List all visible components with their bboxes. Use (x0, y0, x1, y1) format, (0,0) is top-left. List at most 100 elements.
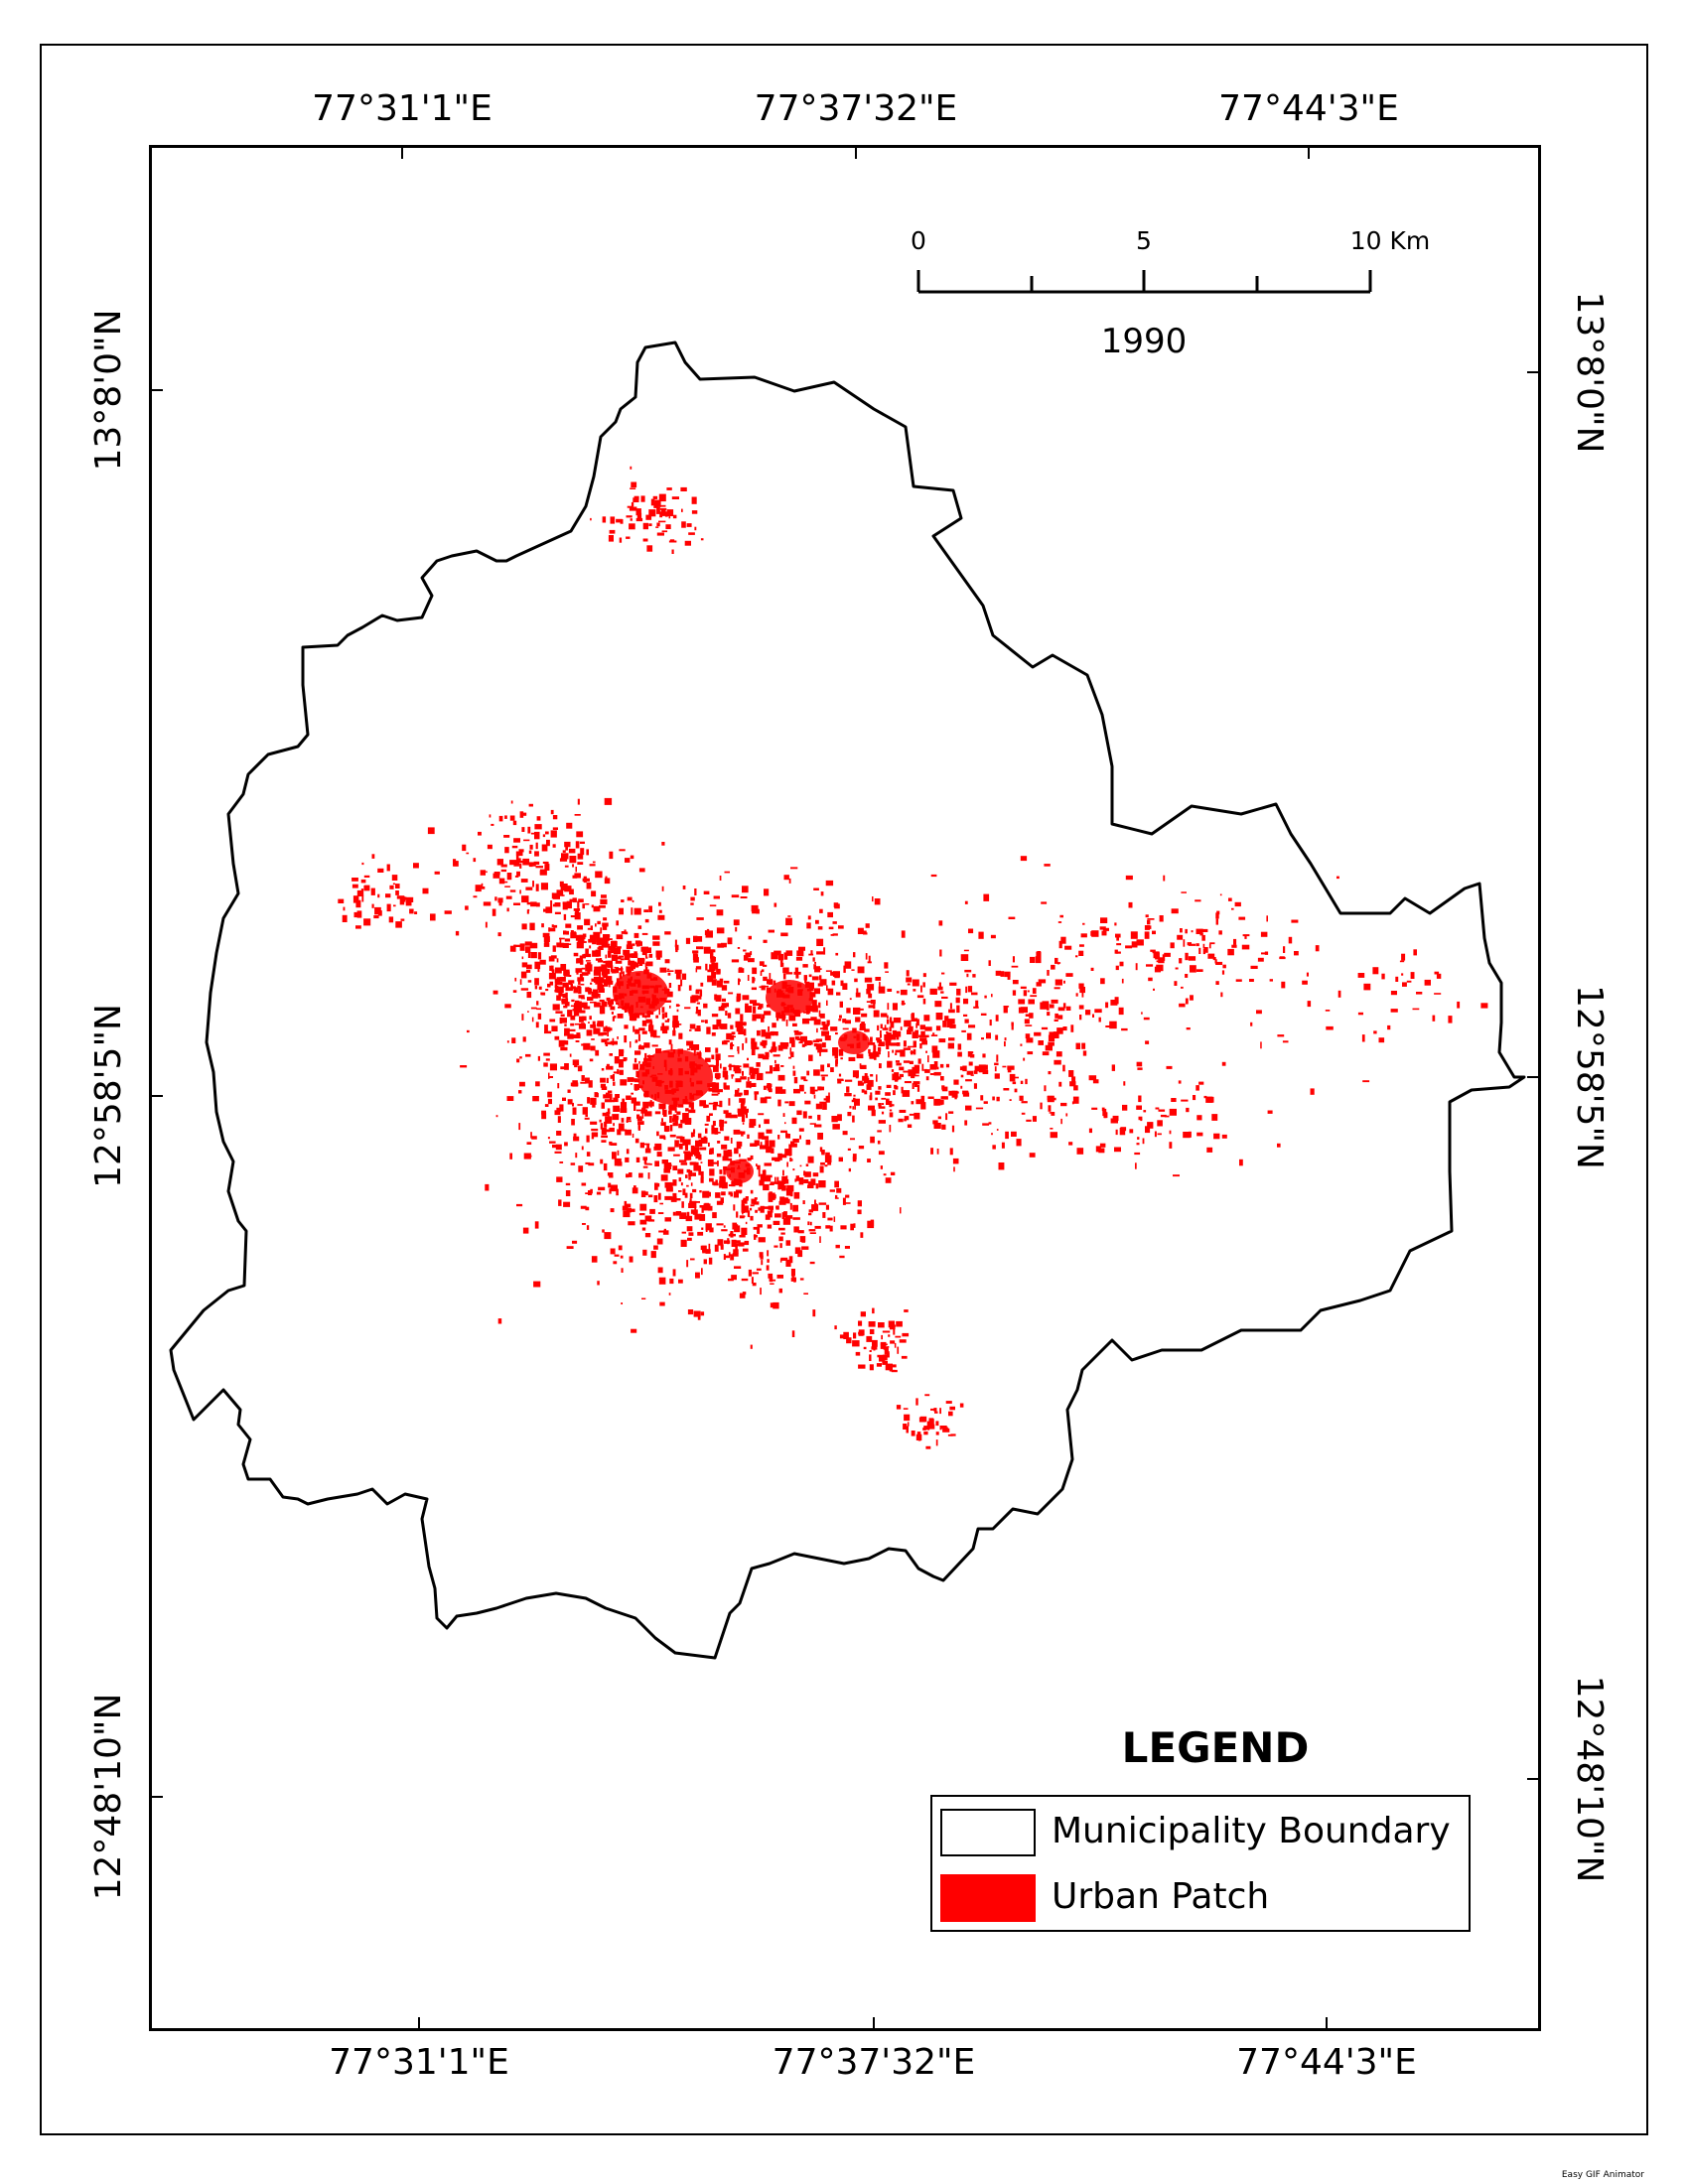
urban-patch (1054, 1059, 1061, 1065)
urban-patch (756, 908, 760, 914)
urban-patch (526, 964, 532, 970)
graticule-ticks (149, 145, 1541, 2031)
urban-patch (554, 911, 561, 914)
urban-patch (1101, 930, 1107, 936)
urban-patch (591, 890, 597, 897)
urban-patch (566, 1246, 574, 1249)
urban-patch (620, 1102, 628, 1109)
urban-patch (816, 1027, 818, 1033)
urban-patch (600, 1159, 604, 1164)
urban-patch (695, 966, 702, 970)
urban-patch (506, 873, 512, 881)
urban-patch (773, 1067, 780, 1072)
urban-patch (1336, 876, 1339, 880)
urban-patch (773, 1220, 780, 1225)
urban-patch (631, 1097, 636, 1104)
urban-patch (740, 1131, 746, 1135)
urban-patch (539, 959, 546, 965)
urban-patch (889, 1100, 893, 1108)
urban-patch (1103, 1111, 1107, 1119)
urban-patch (1138, 1095, 1142, 1103)
urban-patch (709, 1227, 714, 1233)
urban-patch (806, 1040, 812, 1045)
urban-patch (584, 918, 591, 926)
urban-patch (994, 1073, 1000, 1079)
urban-patch (901, 930, 906, 938)
urban-patch (866, 1001, 871, 1003)
urban-patch (779, 1041, 783, 1048)
urban-patch (960, 1074, 964, 1078)
urban-patch (717, 1092, 720, 1095)
urban-patch (790, 1159, 793, 1161)
urban-patch (1218, 930, 1222, 935)
urban-patch (643, 1159, 647, 1164)
urban-patch (1185, 952, 1189, 961)
urban-patch (935, 1432, 939, 1435)
urban-patch (1234, 901, 1241, 907)
urban-patch (1288, 936, 1293, 944)
urban-patch (720, 1119, 722, 1127)
urban-patch (969, 1052, 973, 1056)
urban-patch (572, 1107, 577, 1115)
urban-patch (356, 889, 364, 896)
urban-patch (560, 988, 563, 992)
urban-patch (1026, 1119, 1032, 1122)
urban-patch (1306, 972, 1309, 977)
urban-patch (566, 822, 573, 829)
urban-patch (771, 1030, 775, 1036)
urban-patch (852, 1106, 855, 1110)
urban-patch (675, 950, 678, 953)
urban-patch (1121, 978, 1124, 984)
urban-patch (883, 1346, 888, 1350)
urban-patch (858, 1364, 866, 1369)
urban-patch (814, 1089, 818, 1092)
urban-patch (877, 1130, 882, 1133)
urban-patch (1163, 875, 1166, 882)
urban-patch (1390, 991, 1397, 996)
urban-patch (954, 1093, 957, 1100)
urban-patch (1171, 908, 1179, 914)
urban-patch (619, 1069, 624, 1075)
urban-patch (568, 848, 576, 854)
urban-patch (718, 1006, 725, 1012)
urban-patch (867, 1159, 871, 1162)
urban-patch (632, 1187, 638, 1194)
urban-patch (1221, 1061, 1226, 1066)
urban-patch (743, 1197, 748, 1204)
urban-patch (1432, 1015, 1436, 1022)
urban-patch (1012, 956, 1015, 963)
urban-patch (588, 1022, 590, 1024)
urban-patch (1092, 1079, 1099, 1084)
urban-patch (759, 1004, 764, 1009)
urban-patch (686, 523, 692, 527)
urban-patch (531, 1136, 537, 1140)
urban-patch (400, 896, 406, 902)
urban-patch (695, 1007, 699, 1014)
urban-patch (885, 1092, 891, 1096)
urban-patch (903, 1047, 912, 1050)
urban-patch (827, 988, 834, 996)
urban-patch (603, 943, 611, 946)
urban-patch (576, 958, 583, 964)
urban-patch (576, 942, 584, 949)
urban-patch (609, 1174, 614, 1178)
lon-label-top-2: 77°37'32"E (754, 88, 958, 129)
urban-patch (1220, 992, 1223, 998)
urban-patch (565, 992, 568, 1000)
urban-patch (521, 956, 524, 960)
urban-patch (857, 1209, 862, 1215)
urban-patch (1072, 1096, 1079, 1104)
urban-patch (633, 495, 639, 500)
urban-patch (725, 1150, 732, 1157)
urban-patch (734, 1148, 739, 1155)
urban-patch (715, 1179, 718, 1185)
urban-patch (629, 1256, 633, 1263)
urban-patch (684, 540, 691, 546)
urban-patch (737, 1046, 740, 1051)
urban-patch (867, 984, 875, 991)
urban-patch (492, 908, 496, 916)
urban-patch (664, 931, 671, 935)
urban-patch (1155, 1107, 1160, 1110)
urban-patch (575, 1001, 582, 1009)
urban-patch (572, 1240, 578, 1244)
